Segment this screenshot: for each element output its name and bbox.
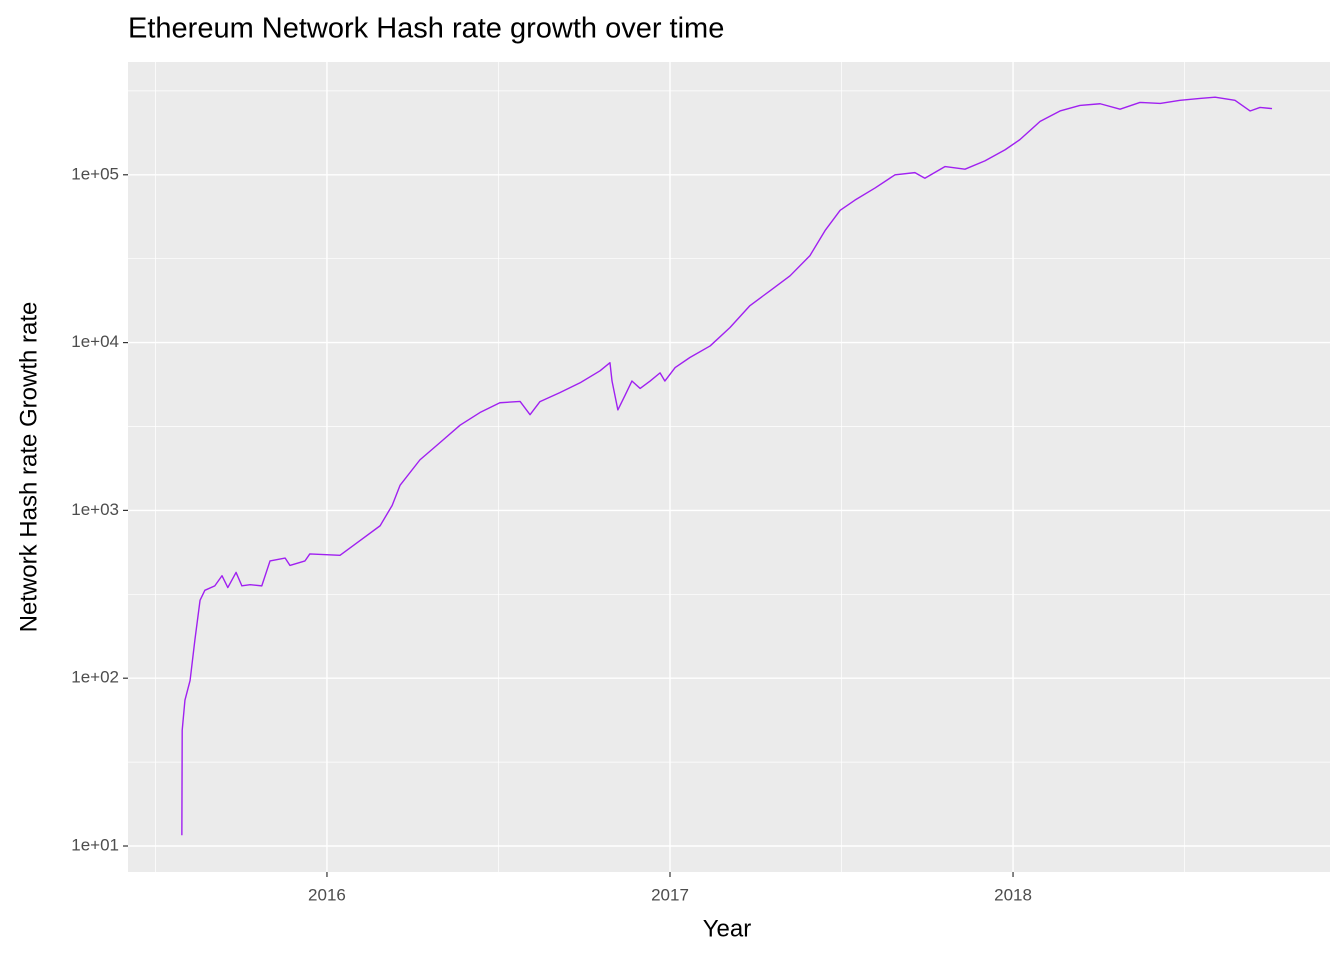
panel [128,62,1330,872]
x-tick-label: 2018 [994,885,1032,904]
chart-title: Ethereum Network Hash rate growth over t… [128,13,724,45]
x-tick-label: 2016 [308,885,346,904]
y-tick-label: 1e+04 [71,332,119,351]
y-tick-label: 1e+05 [71,164,119,183]
y-axis-title: Network Hash rate Growth rate [15,302,42,633]
x-axis-title: Year [703,915,752,942]
y-tick-label: 1e+02 [71,668,119,687]
data-line [181,96,1273,836]
y-tick-label: 1e+01 [71,835,119,854]
x-tick-label: 2017 [651,885,689,904]
y-tick-label: 1e+03 [71,500,119,519]
